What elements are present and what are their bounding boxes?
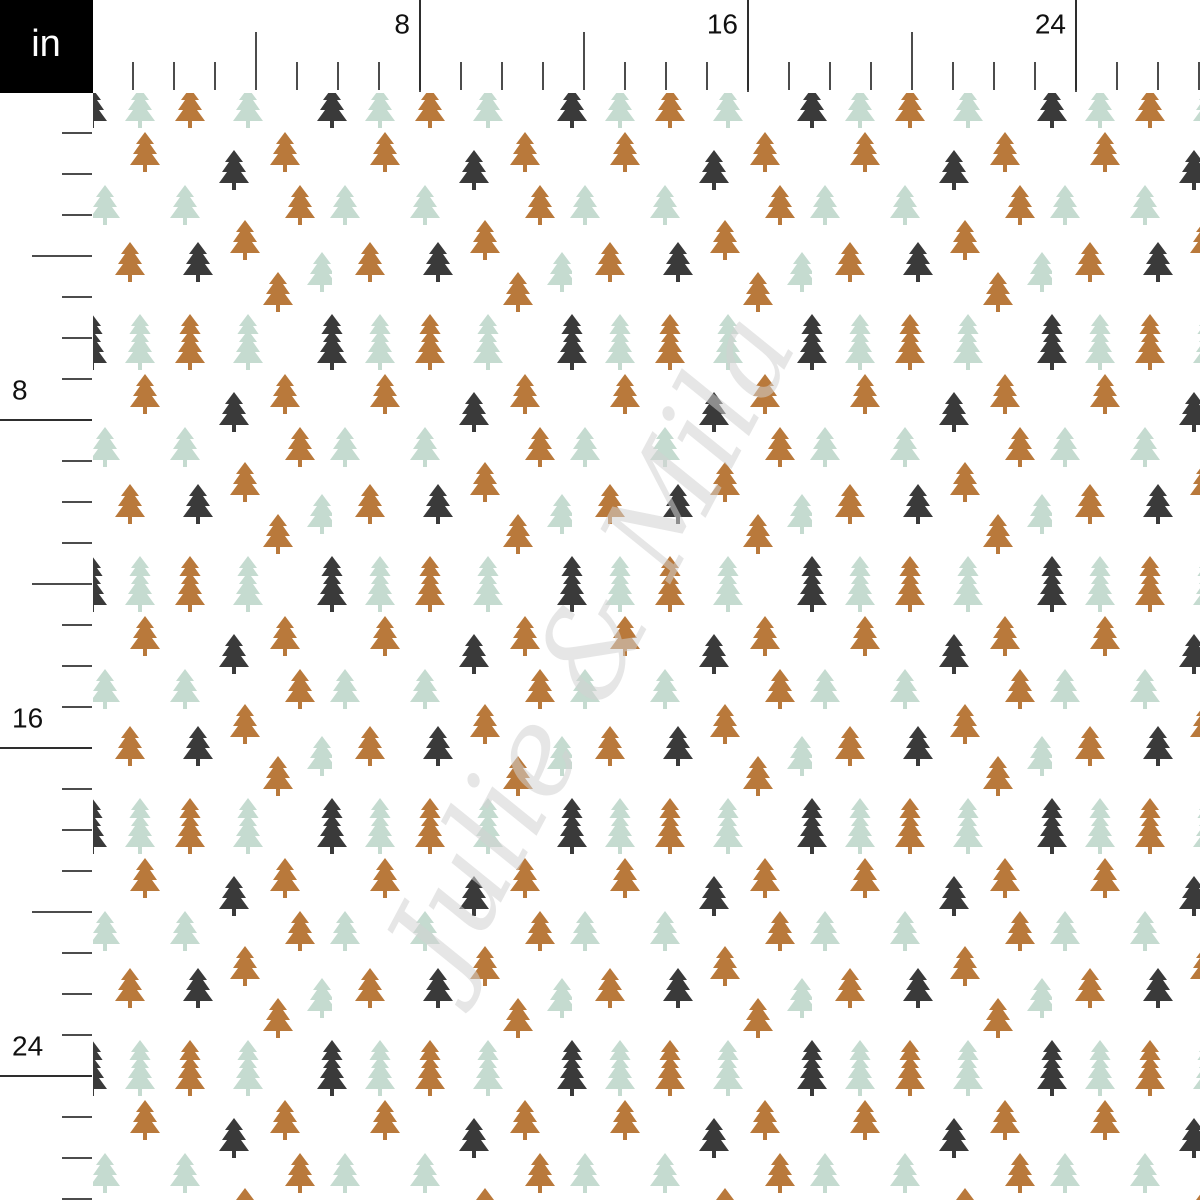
tree-pattern bbox=[93, 93, 1200, 1200]
ruler-label: 8 bbox=[12, 374, 28, 405]
left-ruler bbox=[0, 0, 92, 1200]
unit-box bbox=[0, 0, 93, 93]
ruler-label: 24 bbox=[12, 1030, 43, 1061]
top-ruler bbox=[0, 0, 1200, 92]
ruler-label: 16 bbox=[707, 8, 738, 39]
ruler-label: 16 bbox=[12, 702, 43, 733]
unit-label: in bbox=[31, 23, 61, 65]
ruler-label: 24 bbox=[1035, 8, 1066, 39]
ruler-label: 8 bbox=[394, 8, 410, 39]
